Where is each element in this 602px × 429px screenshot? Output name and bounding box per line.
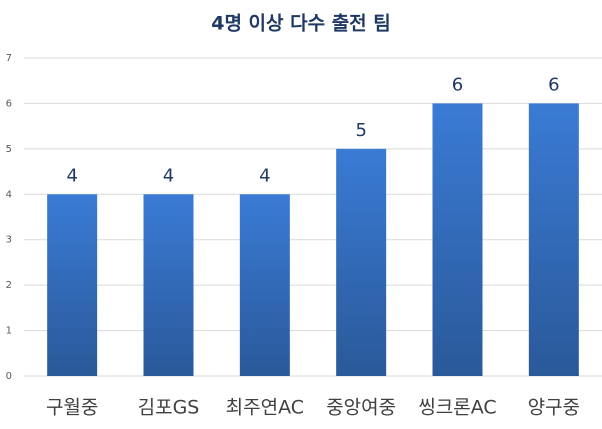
x-tick-label: 구월중	[46, 397, 98, 419]
bar	[336, 148, 387, 376]
bar	[528, 103, 579, 376]
y-tick-label: 2	[6, 280, 12, 291]
data-label: 4	[259, 165, 270, 186]
data-label: 6	[548, 74, 559, 95]
chart-title: 4명 이상 다수 출전 팀	[211, 13, 391, 35]
y-tick-label: 6	[6, 98, 12, 109]
y-tick-label: 1	[6, 326, 12, 337]
y-tick-label: 0	[6, 371, 12, 382]
bar	[239, 194, 290, 376]
y-tick-label: 3	[6, 235, 12, 246]
x-tick-label: 최주연AC	[226, 397, 304, 419]
data-label: 4	[163, 165, 174, 186]
y-tick-label: 7	[6, 53, 12, 64]
bar	[47, 194, 98, 376]
x-tick-label: 김포GS	[138, 397, 200, 419]
bar	[432, 103, 483, 376]
data-label: 6	[452, 74, 463, 95]
x-tick-label: 양구중	[528, 397, 580, 419]
data-label: 5	[355, 120, 366, 141]
y-tick-label: 4	[6, 189, 12, 200]
x-tick-label: 중앙여중	[326, 397, 396, 419]
data-label: 4	[66, 165, 77, 186]
x-tick-label: 씽크론AC	[418, 397, 496, 419]
bar	[143, 194, 194, 376]
y-tick-label: 5	[6, 144, 12, 155]
